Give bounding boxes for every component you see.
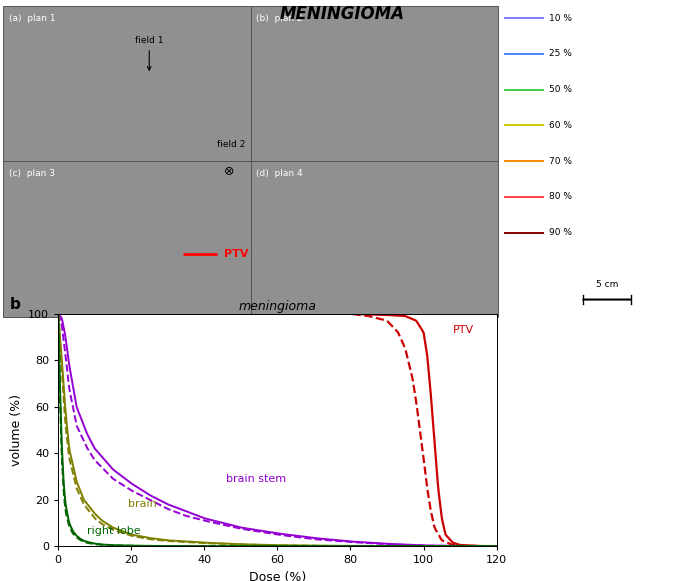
Text: MENINGIOMA: MENINGIOMA (280, 5, 405, 23)
Text: 90 %: 90 % (549, 228, 573, 237)
Text: ⊗: ⊗ (224, 165, 234, 178)
Y-axis label: volume (%): volume (%) (10, 394, 23, 466)
Text: 80 %: 80 % (549, 192, 573, 202)
Text: (d)  plan 4: (d) plan 4 (256, 169, 303, 178)
Text: 70 %: 70 % (549, 157, 573, 166)
Text: brain stem: brain stem (226, 474, 286, 484)
Text: field 2: field 2 (217, 140, 245, 149)
Text: 5 cm: 5 cm (596, 280, 618, 289)
Bar (3, 6, 251, 162)
Text: 50 %: 50 % (549, 85, 573, 94)
Text: right lobe: right lobe (88, 526, 141, 536)
Text: brain: brain (127, 499, 156, 510)
Text: 10 %: 10 % (549, 14, 573, 23)
Bar (3, 162, 251, 317)
Text: 60 %: 60 % (549, 121, 573, 130)
Bar (251, 6, 499, 162)
X-axis label: Dose (%): Dose (%) (249, 571, 306, 581)
Text: (a)  plan 1: (a) plan 1 (9, 13, 55, 23)
Text: PTV: PTV (453, 325, 474, 335)
Text: PTV: PTV (224, 249, 249, 260)
Text: b: b (10, 297, 21, 313)
Bar (251, 162, 499, 317)
Text: field 1: field 1 (135, 36, 164, 70)
Text: (b)  plan 2: (b) plan 2 (256, 13, 303, 23)
Text: 25 %: 25 % (549, 49, 572, 59)
Title: meningioma: meningioma (238, 300, 316, 313)
Text: (c)  plan 3: (c) plan 3 (9, 169, 55, 178)
